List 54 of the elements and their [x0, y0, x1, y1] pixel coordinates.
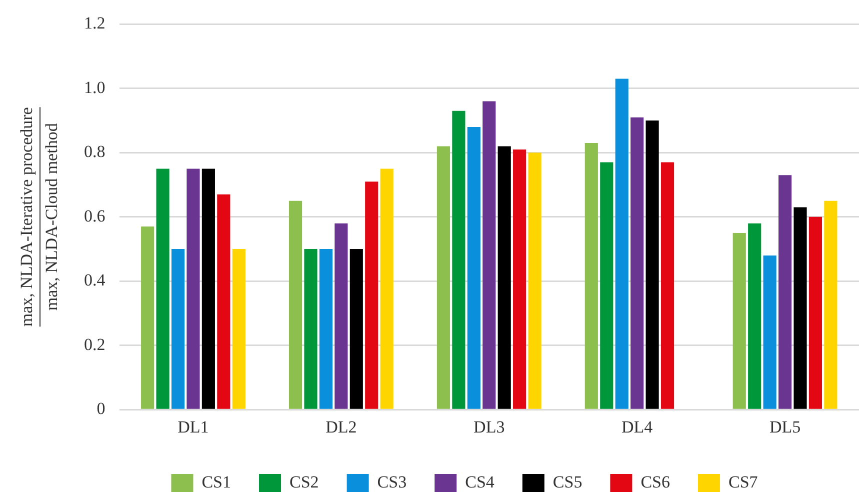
bar — [217, 194, 230, 409]
bar — [350, 249, 363, 409]
legend-label: CS4 — [465, 472, 495, 492]
x-tick-label: DL4 — [621, 417, 654, 436]
bar — [824, 200, 838, 409]
bar — [202, 168, 215, 409]
bar — [141, 226, 154, 409]
legend-label: CS5 — [552, 472, 582, 492]
y-axis-title: max, NLDA-Iterative procedure max, NLDA-Cloud method — [16, 107, 61, 327]
bar — [482, 101, 496, 409]
bar — [171, 249, 185, 409]
bar — [319, 249, 332, 409]
y-tick-label: 1.0 — [84, 78, 106, 97]
x-tick-label: DL2 — [326, 417, 357, 436]
legend-label: CS6 — [640, 472, 670, 492]
x-tick-label: DL5 — [769, 417, 801, 436]
bar — [436, 146, 450, 409]
bar — [763, 255, 776, 409]
bar — [452, 110, 466, 409]
bar — [660, 162, 674, 409]
bar — [232, 249, 246, 409]
bar — [630, 117, 644, 409]
bar — [186, 168, 200, 409]
legend-label: CS7 — [728, 472, 758, 492]
bar — [467, 126, 480, 409]
bar — [304, 249, 318, 409]
legend-label: CS3 — [377, 472, 407, 492]
bar — [600, 162, 614, 409]
bar — [615, 78, 628, 409]
legend-label: CS1 — [202, 472, 232, 492]
y-tick-label: 0.6 — [84, 206, 106, 226]
bar — [498, 146, 511, 409]
bar — [808, 216, 822, 409]
bar — [365, 182, 378, 409]
x-tick-label: DL1 — [178, 417, 209, 436]
bar — [748, 223, 762, 409]
bar — [528, 152, 542, 409]
bar — [732, 232, 746, 409]
bar — [794, 207, 807, 409]
y-tick-label: 0.8 — [84, 142, 106, 162]
bar — [288, 200, 302, 409]
y-tick-label: 0.4 — [84, 270, 106, 290]
bar — [778, 175, 792, 409]
x-tick-label: DL3 — [474, 417, 505, 436]
y-tick-label: 0.2 — [84, 334, 106, 354]
legend-label: CS2 — [290, 472, 319, 492]
y-tick-label: 0 — [96, 399, 106, 418]
bar — [513, 149, 526, 409]
bar — [646, 120, 659, 409]
y-tick-label: 1.2 — [84, 14, 106, 33]
bar — [584, 143, 598, 409]
bar — [380, 168, 394, 409]
bar — [334, 223, 348, 409]
bar — [156, 168, 170, 409]
